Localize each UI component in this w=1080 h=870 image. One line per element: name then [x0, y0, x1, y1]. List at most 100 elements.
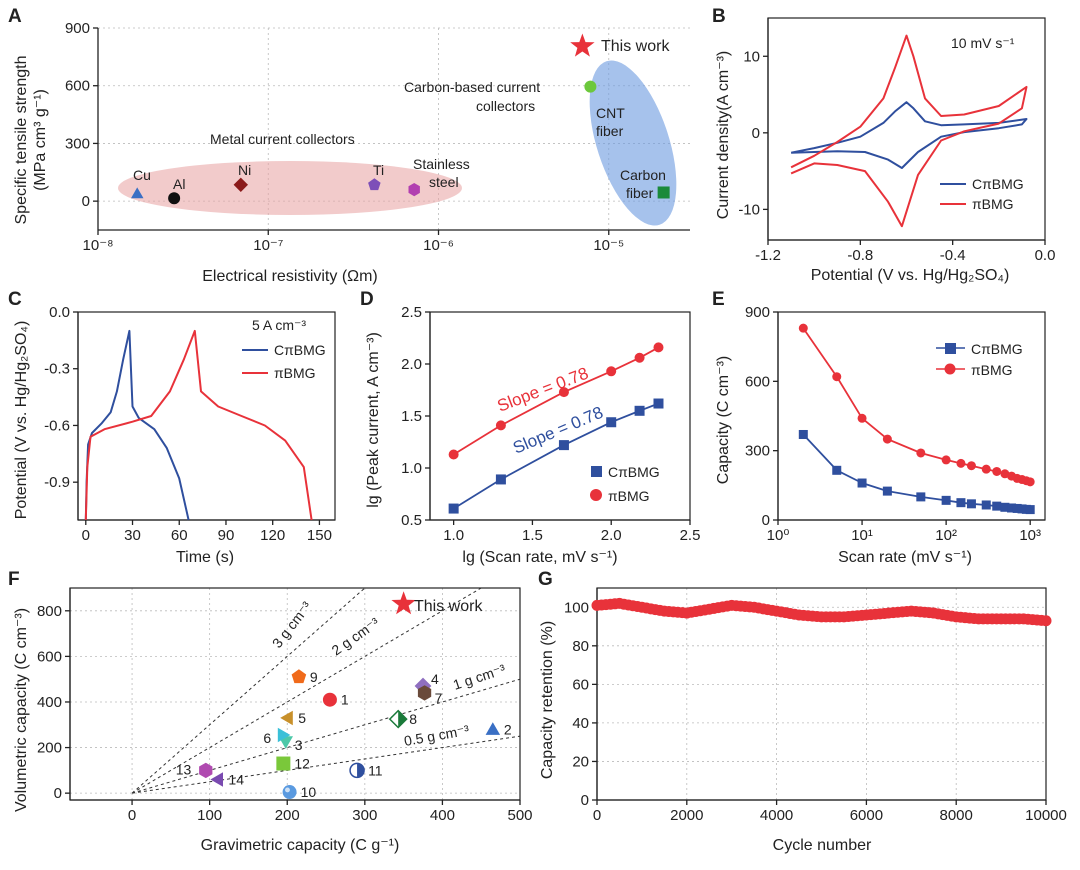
legend-label-pbmg-c: πBMG: [274, 365, 316, 381]
data-point-cpbmg: [956, 498, 966, 508]
y-tick-label: 300: [65, 135, 90, 152]
x-tick-label: 30: [124, 527, 141, 544]
data-point-cpbmg: [1025, 505, 1035, 515]
x-tick-label: 1.5: [522, 527, 543, 544]
panel-letter-a: A: [8, 6, 22, 27]
x-tick-label: -0.4: [940, 247, 966, 264]
legend-label-pbmg-b: πBMG: [972, 196, 1014, 212]
data-point-pbmg: [857, 413, 867, 423]
data-point-cpbmg: [448, 503, 459, 514]
data-point-pbmg: [653, 342, 664, 353]
point-ref-9: [291, 669, 307, 684]
data-point-cpbmg: [916, 492, 926, 502]
point-label-stainless-line1: Stainless: [413, 156, 470, 172]
cv-curve-pbmg: [790, 34, 1028, 228]
point-ref-1: [322, 692, 337, 707]
legend-label-cpbmg-e: CπBMG: [971, 341, 1023, 357]
x-axis-label-d: lg (Scan rate, mV s⁻¹): [462, 549, 617, 566]
data-point-pbmg: [981, 464, 991, 474]
point-ref-14: [210, 772, 223, 787]
y-tick-label: 80: [572, 638, 589, 655]
point-ref-6: [277, 727, 291, 743]
ref-label-2: 2: [504, 721, 512, 737]
panel-letter-f: F: [8, 569, 20, 590]
point-ti: [368, 178, 381, 191]
x-axis-label-b: Potential (V vs. Hg/Hg₂SO₄): [811, 267, 1010, 284]
point-ni: [233, 177, 248, 192]
density-line-1: [131, 678, 521, 794]
data-point-pbmg: [634, 352, 645, 363]
point-label-carbon-line1: Carbon: [620, 167, 666, 183]
data-point-pbmg: [495, 420, 506, 431]
y-axis-label-d: lg (Peak current, A cm⁻³): [365, 332, 382, 508]
x-axis-label-g: Cycle number: [773, 837, 872, 854]
x-tick-label: 10⁻⁵: [593, 237, 624, 254]
ref-label-14: 14: [228, 771, 244, 787]
y-tick-label: 2.0: [401, 356, 422, 373]
point-cu: [131, 187, 144, 199]
y-tick-label: 200: [37, 740, 62, 757]
ref-label-8: 8: [409, 711, 417, 727]
density-line-0-5: [131, 735, 521, 794]
panel-letter-b: B: [712, 6, 726, 27]
data-point-cpbmg: [941, 495, 951, 505]
x-tick-label: 4000: [760, 807, 793, 824]
ref-label-5: 5: [298, 710, 306, 726]
ref-label-7: 7: [435, 690, 443, 706]
data-point-cpbmg: [1012, 503, 1022, 513]
point-label-stainless-line2: steel: [429, 174, 459, 190]
x-axis-label-e: Scan rate (mV s⁻¹): [838, 549, 972, 566]
x-tick-label: 150: [307, 527, 332, 544]
data-point-pbmg: [916, 448, 926, 458]
data-point-pbmg: [992, 466, 1002, 476]
group-label-carbon-line1: Carbon-based current: [404, 79, 540, 95]
point-label-this-work-f: This work: [414, 598, 483, 615]
point-carbon-fiber: [657, 186, 670, 199]
data-point-pbmg: [448, 449, 459, 460]
ref-label-3: 3: [295, 737, 303, 753]
data-point-pbmg: [798, 323, 808, 333]
x-tick-label: 10000: [1025, 807, 1067, 824]
ref-label-6: 6: [263, 730, 271, 746]
x-tick-label: 120: [260, 527, 285, 544]
point-ref-12: [276, 756, 291, 771]
x-tick-label: 2.5: [680, 527, 701, 544]
y-tick-label: 0: [762, 512, 770, 529]
y-tick-label: -0.6: [44, 417, 70, 434]
panel-letter-d: D: [360, 289, 374, 310]
point-this-work: [570, 33, 595, 57]
data-point-cpbmg: [1000, 502, 1010, 512]
data-point-pbmg: [558, 387, 569, 398]
y-tick-label: 100: [564, 599, 589, 616]
ref-label-10: 10: [301, 784, 317, 800]
point-ref-2: [485, 722, 501, 735]
retention-point: [1040, 615, 1052, 627]
y-tick-label: 0.5: [401, 512, 422, 529]
group-label-carbon-line2: collectors: [476, 98, 535, 114]
x-tick-label: 0: [593, 807, 601, 824]
data-point-cpbmg: [1007, 503, 1017, 513]
ref-label-11: 11: [368, 762, 383, 778]
point-ref-11: [357, 763, 365, 778]
data-point-cpbmg: [882, 486, 892, 496]
y-tick-label: 0: [752, 125, 760, 142]
density-line-2: [131, 587, 482, 794]
data-point-pbmg: [832, 372, 842, 382]
gcd-curve-pbmg: [84, 329, 313, 521]
y-axis-label-e: Capacity (C cm⁻³): [715, 356, 732, 484]
x-tick-label: 10²: [935, 527, 957, 544]
x-tick-label: 8000: [940, 807, 973, 824]
data-point-pbmg: [606, 366, 617, 377]
panel-letter-c: C: [8, 289, 22, 310]
y-tick-label: -10: [738, 201, 760, 218]
y-tick-label: 1.0: [401, 460, 422, 477]
legend-marker-pbmg-d: [590, 489, 602, 501]
x-tick-label: 10⁻⁷: [253, 237, 283, 254]
point-label-cu: Cu: [133, 167, 151, 183]
